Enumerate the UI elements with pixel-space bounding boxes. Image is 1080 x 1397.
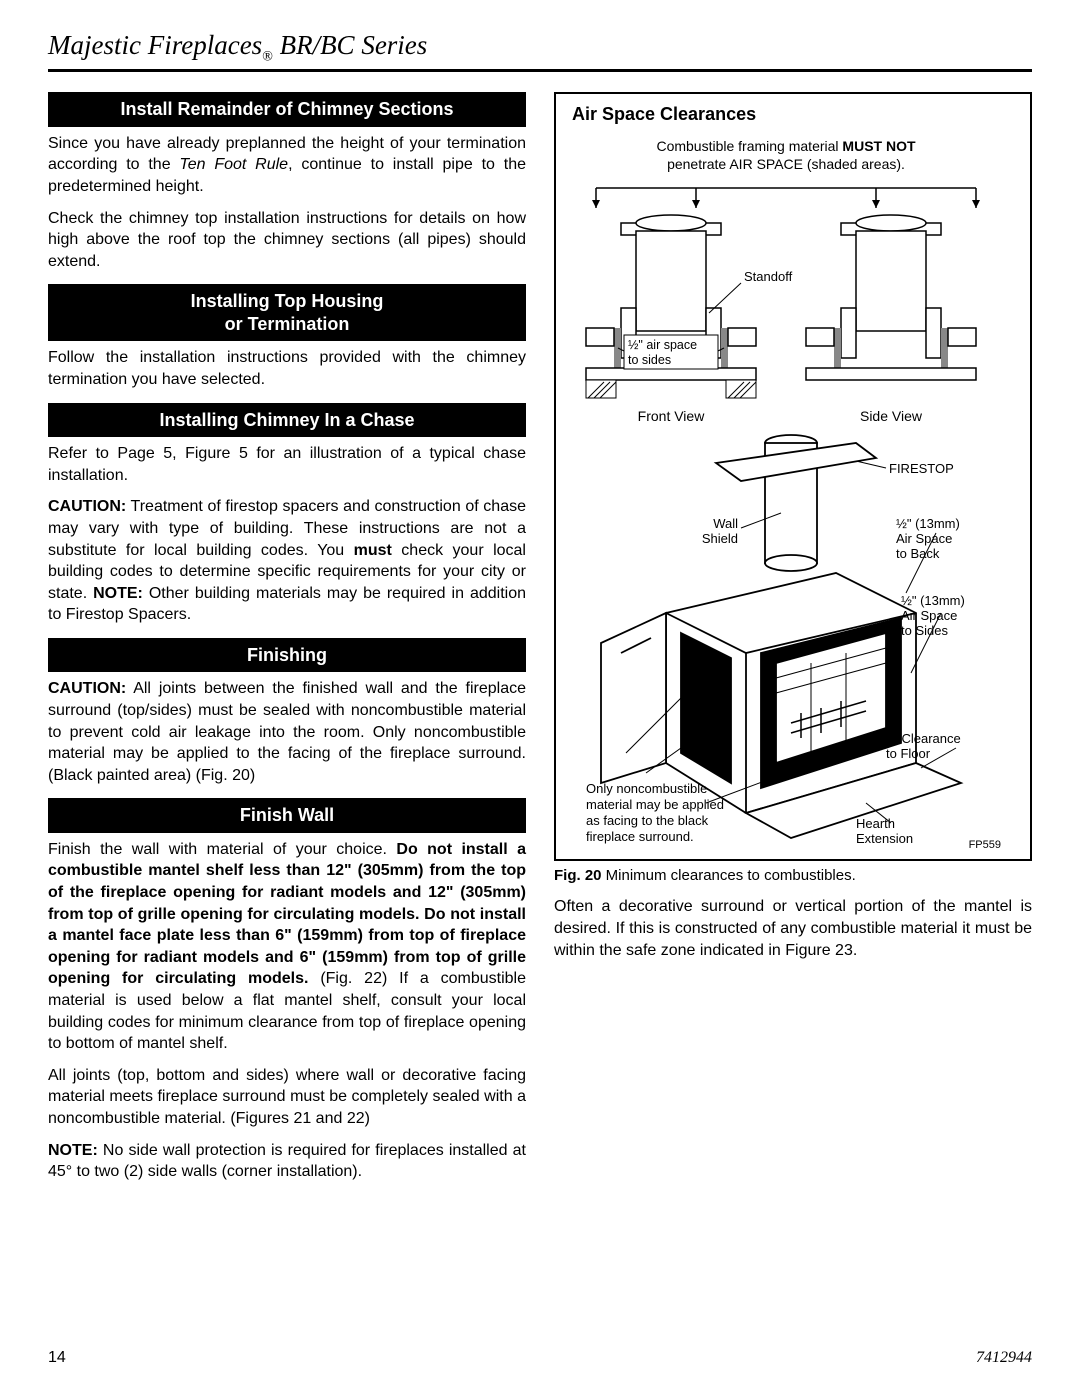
svg-text:Side View: Side View [860, 408, 923, 424]
svg-text:Standoff: Standoff [744, 269, 793, 284]
svg-text:FP559: FP559 [969, 839, 1001, 851]
svg-text:fireplace surround.: fireplace surround. [586, 829, 694, 844]
brand-name: Majestic Fireplaces [48, 30, 262, 60]
section-heading-install-remainder: Install Remainder of Chimney Sections [48, 92, 526, 127]
paragraph: Finish the wall with material of your ch… [48, 839, 526, 1055]
document-number: 7412944 [976, 1349, 1032, 1367]
paragraph-caution: CAUTION: Treatment of firestop spacers a… [48, 496, 526, 626]
svg-text:½" air space: ½" air space [628, 338, 697, 352]
paragraph-caution: CAUTION: All joints between the finished… [48, 678, 526, 786]
svg-text:to Back: to Back [896, 546, 940, 561]
svg-text:penetrate AIR SPACE (shaded ar: penetrate AIR SPACE (shaded areas). [667, 156, 905, 172]
side-view [806, 215, 976, 380]
svg-text:½" (13mm): ½" (13mm) [901, 593, 965, 608]
page-footer: 14 7412944 [48, 1349, 1032, 1367]
section-heading-chimney-chase: Installing Chimney In a Chase [48, 403, 526, 438]
svg-text:as facing to the black: as facing to the black [586, 813, 709, 828]
paragraph-note: NOTE: No side wall protection is require… [48, 1140, 526, 1183]
svg-text:Air Space: Air Space [896, 531, 952, 546]
paragraph: Often a decorative surround or vertical … [554, 896, 1032, 961]
svg-text:FIRESTOP: FIRESTOP [889, 461, 954, 476]
front-view [586, 215, 756, 398]
content-columns: Install Remainder of Chimney Sections Si… [48, 92, 1032, 1192]
section-heading-top-housing: Installing Top Housing or Termination [48, 284, 526, 341]
page-header: Majestic Fireplaces® BR/BC Series [48, 30, 1032, 72]
page: Majestic Fireplaces® BR/BC Series Instal… [0, 0, 1080, 1397]
svg-text:to Sides: to Sides [901, 623, 948, 638]
registered-mark: ® [262, 49, 273, 64]
figure-title: Air Space Clearances [572, 104, 1020, 125]
brand-title: Majestic Fireplaces® BR/BC Series [48, 30, 427, 60]
svg-text:Shield: Shield [702, 531, 738, 546]
paragraph: Refer to Page 5, Figure 5 for an illustr… [48, 443, 526, 486]
svg-text:to sides: to sides [628, 353, 671, 367]
svg-text:0" Clearance: 0" Clearance [886, 731, 961, 746]
figure-caption: Fig. 20 Minimum clearances to combustibl… [554, 867, 1032, 884]
paragraph: Check the chimney top installation instr… [48, 208, 526, 273]
svg-text:Extension: Extension [856, 831, 913, 846]
section-heading-finish-wall: Finish Wall [48, 798, 526, 833]
svg-text:½" (13mm): ½" (13mm) [896, 516, 960, 531]
figure-20: Air Space Clearances Combustible framing… [554, 92, 1032, 861]
right-column: Air Space Clearances Combustible framing… [554, 92, 1032, 1192]
svg-text:Only noncombustible: Only noncombustible [586, 781, 707, 796]
svg-text:to Floor: to Floor [886, 746, 931, 761]
series-name: BR/BC Series [273, 30, 427, 60]
svg-text:Hearth: Hearth [856, 816, 895, 831]
page-number: 14 [48, 1349, 66, 1367]
left-column: Install Remainder of Chimney Sections Si… [48, 92, 526, 1192]
svg-text:Wall: Wall [713, 516, 738, 531]
clearance-diagram: Combustible framing material MUST NOT pe… [566, 133, 1006, 853]
svg-text:material may be applied: material may be applied [586, 797, 724, 812]
svg-text:Front View: Front View [638, 408, 706, 424]
paragraph: All joints (top, bottom and sides) where… [48, 1065, 526, 1130]
paragraph: Since you have already preplanned the he… [48, 133, 526, 198]
section-heading-finishing: Finishing [48, 638, 526, 673]
svg-text:Air Space: Air Space [901, 608, 957, 623]
paragraph: Follow the installation instructions pro… [48, 347, 526, 390]
svg-text:Combustible framing material M: Combustible framing material MUST NOT [656, 138, 916, 154]
